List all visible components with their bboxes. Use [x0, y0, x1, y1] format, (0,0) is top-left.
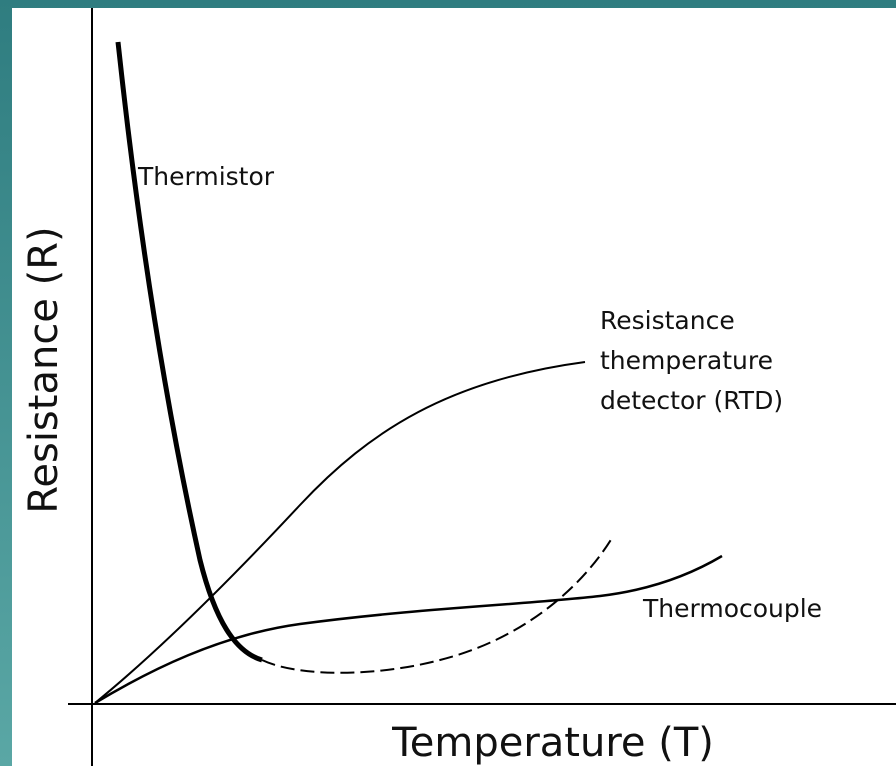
- thermistor-curve: [115, 41, 263, 663]
- thermistor-dashed-curve: [261, 537, 613, 674]
- rtd-label: detector (RTD): [600, 386, 783, 415]
- thermocouple-curve: [94, 554, 723, 705]
- thermistor-label: Thermistor: [137, 162, 275, 191]
- rtd-label: Resistance: [600, 306, 735, 335]
- rtd-curve: [94, 361, 586, 704]
- x-axis-title: Temperature (T): [391, 720, 714, 766]
- canvas: [12, 8, 896, 766]
- thermocouple-label: Thermocouple: [642, 594, 822, 623]
- rtd-label: themperature: [600, 346, 773, 375]
- y-axis-title: Resistance (R): [21, 226, 67, 513]
